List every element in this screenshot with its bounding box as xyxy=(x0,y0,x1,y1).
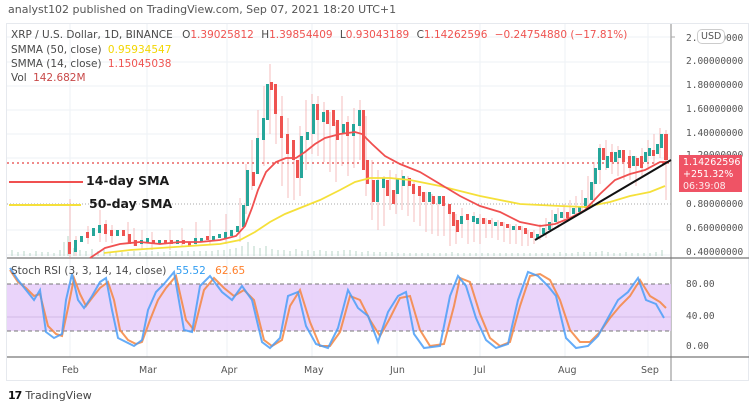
stoch-tick: 0.00 xyxy=(686,341,709,352)
high-label: H xyxy=(261,29,270,41)
price-tick: 0.80000000 xyxy=(686,199,744,210)
close-label: C xyxy=(416,29,424,41)
tradingview-brand: TradingView xyxy=(25,389,92,402)
time-label: Jul xyxy=(474,365,486,376)
time-label: Apr xyxy=(221,365,238,376)
stoch-tick: 40.00 xyxy=(686,311,715,322)
sma14-annotation: 14-day SMA xyxy=(86,173,170,188)
tradingview-logo-icon: 17 xyxy=(8,389,22,402)
open-label: O xyxy=(182,29,191,41)
smma50-label: SMMA (50, close) xyxy=(11,44,102,56)
tradingview-logo[interactable]: 17 TradingView xyxy=(8,389,92,402)
time-label: Mar xyxy=(139,365,157,376)
change-pct: (−17.81%) xyxy=(570,29,628,41)
open-value: 1.39025812 xyxy=(190,29,254,41)
smma50-value: 0.95934547 xyxy=(107,44,172,56)
stoch-tick: 80.00 xyxy=(686,279,715,290)
smma50-legend[interactable]: SMMA (50, close) 0.95934547 xyxy=(11,44,171,56)
low-label: L xyxy=(339,29,346,41)
symbol-title: XRP / U.S. Dollar, 1D, BINANCE xyxy=(11,29,173,41)
price-tick: 0.60000000 xyxy=(686,223,744,234)
currency-badge[interactable]: USD xyxy=(697,29,726,44)
stoch-legend[interactable]: Stoch RSI (3, 3, 14, 14, close) 55.52 62… xyxy=(11,265,245,277)
time-label: Aug xyxy=(558,365,577,376)
bar-countdown: 06:39:08 xyxy=(683,181,726,192)
sma14-annotation-line xyxy=(9,181,83,183)
last-price: 1.14262596 xyxy=(683,157,741,168)
stoch-d-value: 62.65 xyxy=(215,265,246,277)
volume-legend[interactable]: Vol 142.682M xyxy=(11,72,86,84)
chart-frame xyxy=(6,23,749,381)
published-line: analyst102 published on TradingView.com,… xyxy=(8,3,397,16)
sma50-annotation-line xyxy=(9,204,81,206)
stoch-label: Stoch RSI (3, 3, 14, 14, close) xyxy=(11,265,167,277)
volume-label: Vol xyxy=(11,72,27,84)
time-label: Jun xyxy=(390,365,405,376)
close-value: 1.14262596 xyxy=(423,29,488,41)
time-label: Feb xyxy=(62,365,79,376)
smma14-label: SMMA (14, close) xyxy=(11,58,102,70)
high-value: 1.39854409 xyxy=(269,29,333,41)
price-tick: 1.40000000 xyxy=(686,128,744,139)
smma14-legend[interactable]: SMMA (14, close) 1.15045038 xyxy=(11,58,171,70)
smma50-line xyxy=(103,177,666,254)
last-change: +251.32% xyxy=(683,169,734,180)
price-tick: 0.40000000 xyxy=(686,247,744,258)
time-label: Sep xyxy=(641,365,659,376)
price-tick: 1.60000000 xyxy=(686,104,744,115)
time-label: May xyxy=(304,365,324,376)
symbol-legend[interactable]: XRP / U.S. Dollar, 1D, BINANCE O1.390258… xyxy=(11,29,627,41)
sma50-annotation: 50-day SMA xyxy=(89,196,173,211)
ascending-trendline xyxy=(534,159,672,241)
stoch-k-line xyxy=(9,267,665,350)
change-value: −0.24754880 xyxy=(494,29,567,41)
price-tick: 1.80000000 xyxy=(686,80,744,91)
low-value: 0.93043189 xyxy=(345,29,410,41)
stoch-d-line xyxy=(9,269,667,348)
last-price-tag: 1.14262596 +251.32% 06:39:08 xyxy=(679,155,742,192)
stoch-k-value: 55.52 xyxy=(175,265,206,277)
smma14-value: 1.15045038 xyxy=(107,58,172,70)
candle-bodies xyxy=(68,82,668,254)
price-tick: 2.00000000 xyxy=(686,56,744,67)
volume-value: 142.682M xyxy=(33,72,86,84)
volume-bars xyxy=(11,236,663,256)
